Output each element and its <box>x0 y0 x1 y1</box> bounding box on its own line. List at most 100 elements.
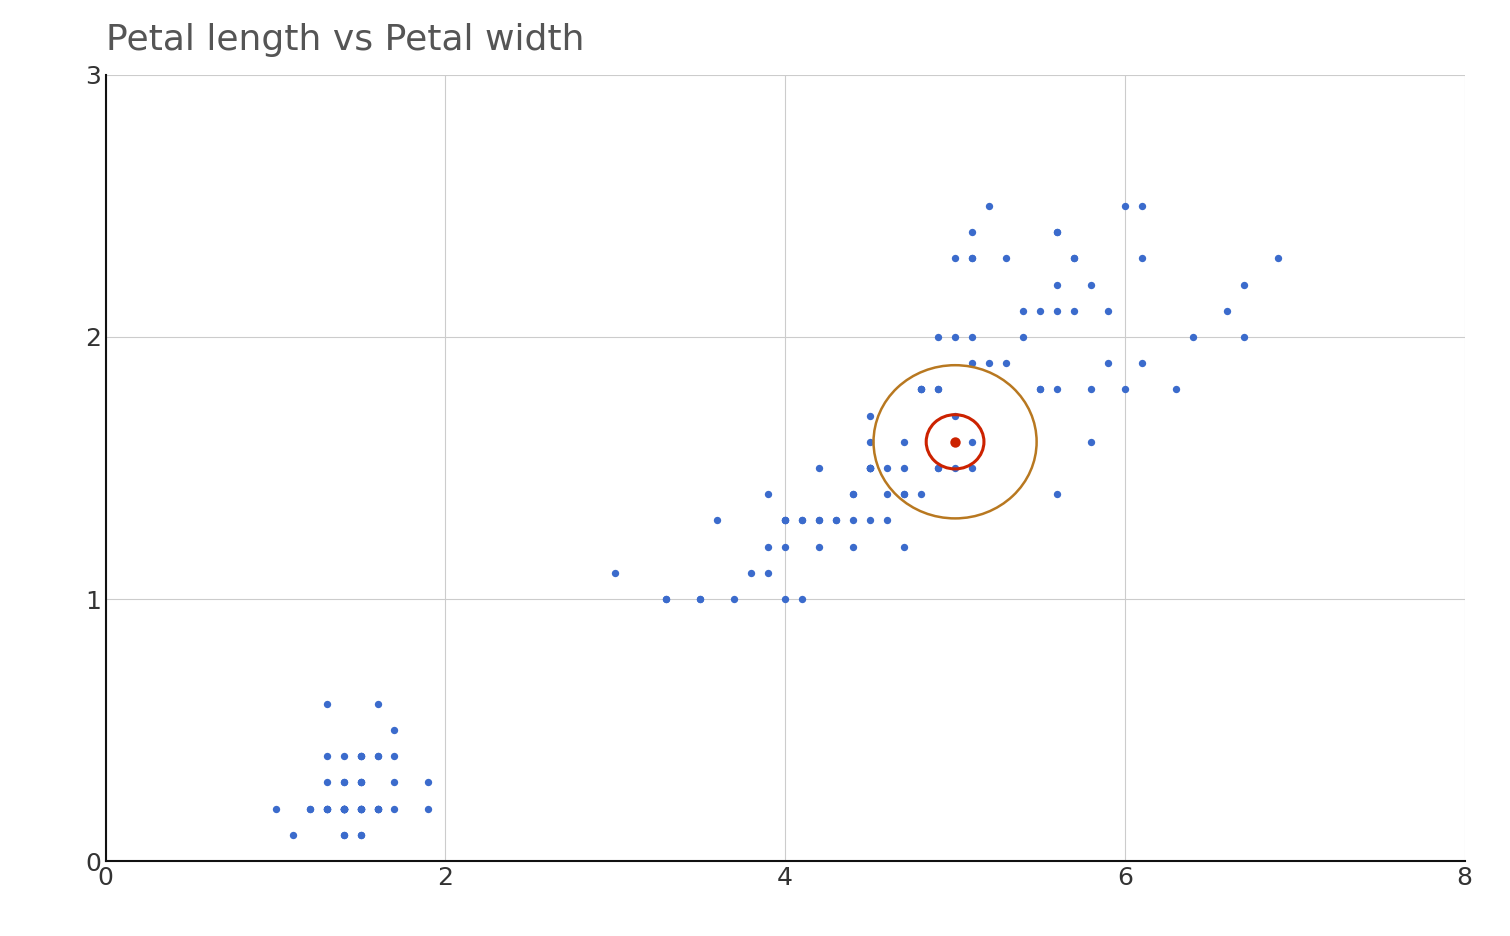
Point <box>314 696 338 711</box>
Point <box>926 382 950 397</box>
Point <box>1078 277 1102 292</box>
Text: Petal length vs Petal width: Petal length vs Petal width <box>106 22 584 57</box>
Point <box>858 434 882 449</box>
Point <box>349 827 373 842</box>
Point <box>331 801 356 816</box>
Point <box>841 513 865 528</box>
Point <box>909 382 933 397</box>
Point <box>909 382 933 397</box>
Point <box>314 801 338 816</box>
Point <box>1012 303 1036 318</box>
Point <box>892 487 917 502</box>
Point <box>349 827 373 842</box>
Point <box>1045 382 1069 397</box>
Point <box>942 329 968 344</box>
Point <box>926 461 950 475</box>
Point <box>773 539 797 554</box>
Point <box>365 801 390 816</box>
Point <box>773 513 797 528</box>
Point <box>365 801 390 816</box>
Point <box>331 775 356 790</box>
Point <box>331 801 356 816</box>
Point <box>740 565 763 580</box>
Point <box>1214 303 1238 318</box>
Point <box>331 801 356 816</box>
Point <box>994 251 1018 266</box>
Point <box>757 487 781 502</box>
Point <box>876 487 900 502</box>
Point <box>1096 303 1120 318</box>
Point <box>841 487 865 502</box>
Point <box>858 513 882 528</box>
Point <box>926 382 950 397</box>
Point <box>689 592 713 607</box>
Point <box>757 565 781 580</box>
Point <box>790 513 814 528</box>
Point <box>876 513 900 528</box>
Point <box>331 775 356 790</box>
Point <box>264 801 288 816</box>
Point <box>960 356 985 371</box>
Point <box>960 461 985 475</box>
Point <box>382 749 406 764</box>
Point <box>858 408 882 423</box>
Point <box>808 513 832 528</box>
Point <box>1012 329 1036 344</box>
Point <box>331 801 356 816</box>
Point <box>960 225 985 240</box>
Point <box>1078 382 1102 397</box>
Point <box>365 749 390 764</box>
Point <box>349 749 373 764</box>
Point <box>1129 198 1154 213</box>
Point <box>977 356 1001 371</box>
Point <box>773 592 797 607</box>
Point <box>331 827 356 842</box>
Point <box>960 251 985 266</box>
Point <box>722 592 746 607</box>
Point <box>858 461 882 475</box>
Point <box>1164 382 1188 397</box>
Point <box>942 461 968 475</box>
Point <box>960 251 985 266</box>
Point <box>858 461 882 475</box>
Point <box>331 801 356 816</box>
Point <box>1045 487 1069 502</box>
Point <box>331 801 356 816</box>
Point <box>1129 251 1154 266</box>
Point <box>1113 198 1137 213</box>
Point <box>942 434 968 449</box>
Point <box>1062 251 1086 266</box>
Point <box>349 775 373 790</box>
Point <box>314 775 338 790</box>
Point <box>314 801 338 816</box>
Point <box>1028 382 1052 397</box>
Point <box>808 461 832 475</box>
Point <box>331 801 356 816</box>
Point <box>1045 277 1069 292</box>
Point <box>892 487 917 502</box>
Point <box>1232 329 1256 344</box>
Point <box>824 513 849 528</box>
Point <box>1113 382 1137 397</box>
Point <box>1045 225 1069 240</box>
Point <box>281 827 305 842</box>
Point <box>365 749 390 764</box>
Point <box>1096 356 1120 371</box>
Point <box>1232 277 1256 292</box>
Point <box>892 539 917 554</box>
Point <box>365 696 390 711</box>
Point <box>1028 382 1052 397</box>
Point <box>926 329 950 344</box>
Point <box>331 801 356 816</box>
Point <box>1265 251 1290 266</box>
Point <box>790 592 814 607</box>
Point <box>297 801 322 816</box>
Point <box>858 461 882 475</box>
Point <box>926 461 950 475</box>
Point <box>314 801 338 816</box>
Point <box>858 461 882 475</box>
Point <box>994 356 1018 371</box>
Point <box>654 592 678 607</box>
Point <box>349 801 373 816</box>
Point <box>773 513 797 528</box>
